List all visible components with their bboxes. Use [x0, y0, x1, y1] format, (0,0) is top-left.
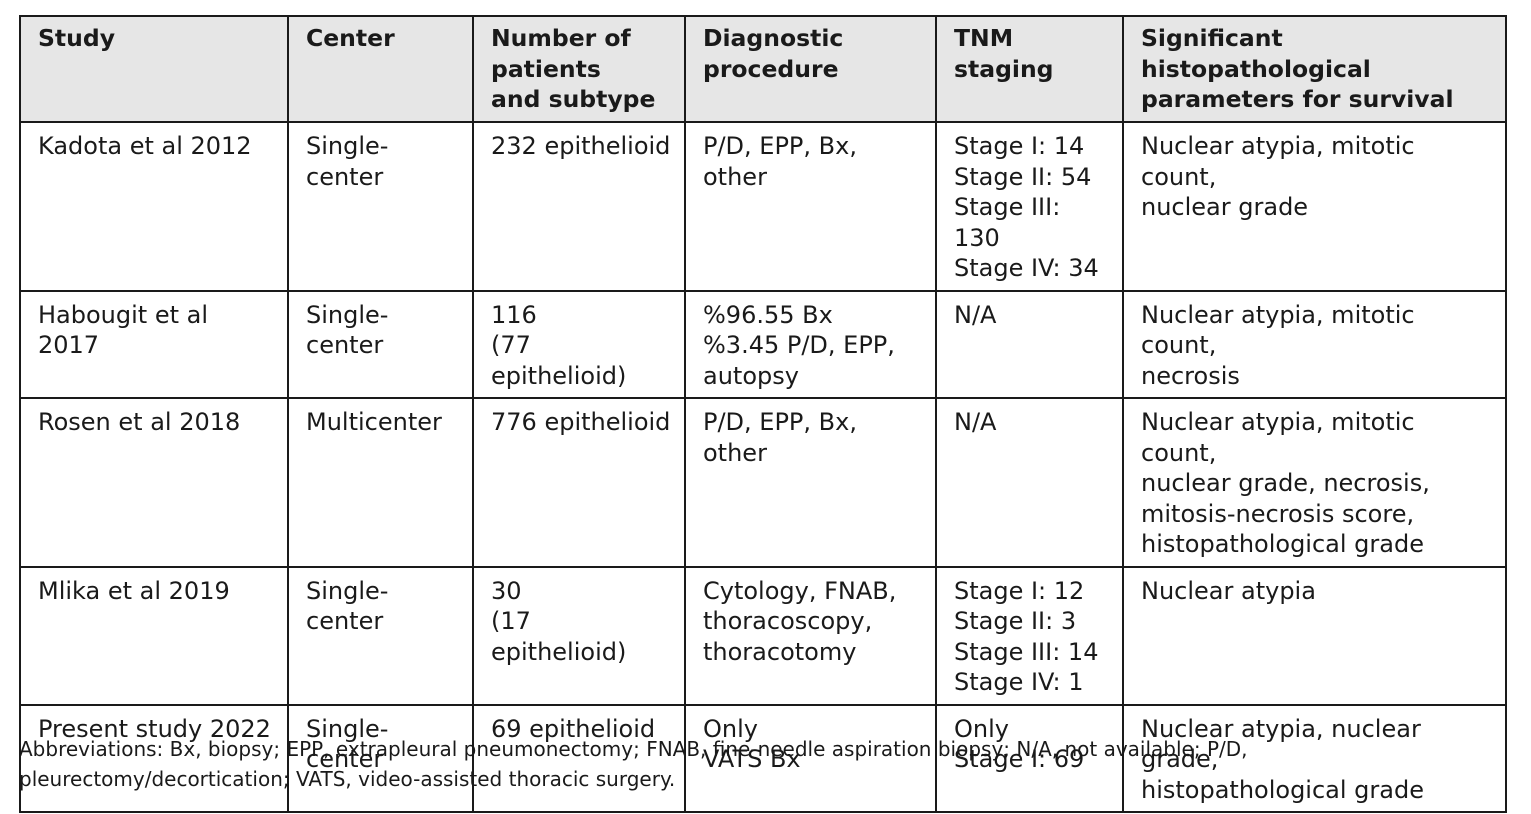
table-row: Rosen et al 2018 Multicenter 776 epithel…	[19, 397, 1507, 568]
abbreviations-footnote: Abbreviations: Bx, biopsy; EPP, extraple…	[19, 737, 1248, 791]
cell-staging: Only Stage I: 69	[935, 703, 1124, 813]
cell-patients: 116 (77 epithelioid)	[472, 289, 686, 399]
cell-study: Habougit et al 2017	[19, 289, 289, 399]
cell-parameters: Nuclear atypia, mitotic count, nuclear g…	[1122, 397, 1507, 568]
cell-center: Single-center	[287, 565, 474, 706]
cell-center: Single-center	[287, 121, 474, 292]
cell-patients: 30 (17 epithelioid)	[472, 565, 686, 706]
table-row: Present study 2022 Single-center 69 epit…	[19, 703, 1507, 813]
cell-procedure: P/D, EPP, Bx, other	[684, 397, 937, 568]
cell-parameters: Nuclear atypia, mitotic count, nuclear g…	[1122, 121, 1507, 292]
header-study: Study	[19, 15, 289, 123]
cell-procedure: %96.55 Bx %3.45 P/D, EPP, autopsy	[684, 289, 937, 399]
cell-patients: 69 epithelioid	[472, 703, 686, 813]
cell-staging: N/A	[935, 397, 1124, 568]
cell-center: Single-center	[287, 289, 474, 399]
cell-parameters: Nuclear atypia	[1122, 565, 1507, 706]
header-tnm-staging: TNM staging	[935, 15, 1124, 123]
cell-patients: 232 epithelioid	[472, 121, 686, 292]
cell-staging: Stage I: 12 Stage II: 3 Stage III: 14 St…	[935, 565, 1124, 706]
cell-center: Multicenter	[287, 397, 474, 568]
cell-study: Kadota et al 2012	[19, 121, 289, 292]
header-number-of-patients: Number of patients and subtype	[472, 15, 686, 123]
cell-parameters: Nuclear atypia, nuclear grade, histopath…	[1122, 703, 1507, 813]
header-histopathological-parameters: Significant histopathological parameters…	[1122, 15, 1507, 123]
table-row: Mlika et al 2019 Single-center 30 (17 ep…	[19, 565, 1507, 706]
cell-staging: Stage I: 14 Stage II: 54 Stage III: 130 …	[935, 121, 1124, 292]
cell-staging: N/A	[935, 289, 1124, 399]
table-row: Kadota et al 2012 Single-center 232 epit…	[19, 121, 1507, 292]
cell-procedure: P/D, EPP, Bx, other	[684, 121, 937, 292]
study-comparison-table-container: Study Center Number of patients and subt…	[19, 15, 1507, 813]
cell-procedure: Only VATS Bx	[684, 703, 937, 813]
cell-center: Single-center	[287, 703, 474, 813]
header-center: Center	[287, 15, 474, 123]
table-row: Habougit et al 2017 Single-center 116 (7…	[19, 289, 1507, 399]
cell-study: Present study 2022	[19, 703, 289, 813]
cell-study: Rosen et al 2018	[19, 397, 289, 568]
header-diagnostic-procedure: Diagnostic procedure	[684, 15, 937, 123]
table-header-row: Study Center Number of patients and subt…	[19, 15, 1507, 123]
cell-parameters: Nuclear atypia, mitotic count, necrosis	[1122, 289, 1507, 399]
study-comparison-table: Study Center Number of patients and subt…	[19, 15, 1507, 813]
cell-study: Mlika et al 2019	[19, 565, 289, 706]
cell-patients: 776 epithelioid	[472, 397, 686, 568]
cell-procedure: Cytology, FNAB, thoracoscopy, thoracotom…	[684, 565, 937, 706]
